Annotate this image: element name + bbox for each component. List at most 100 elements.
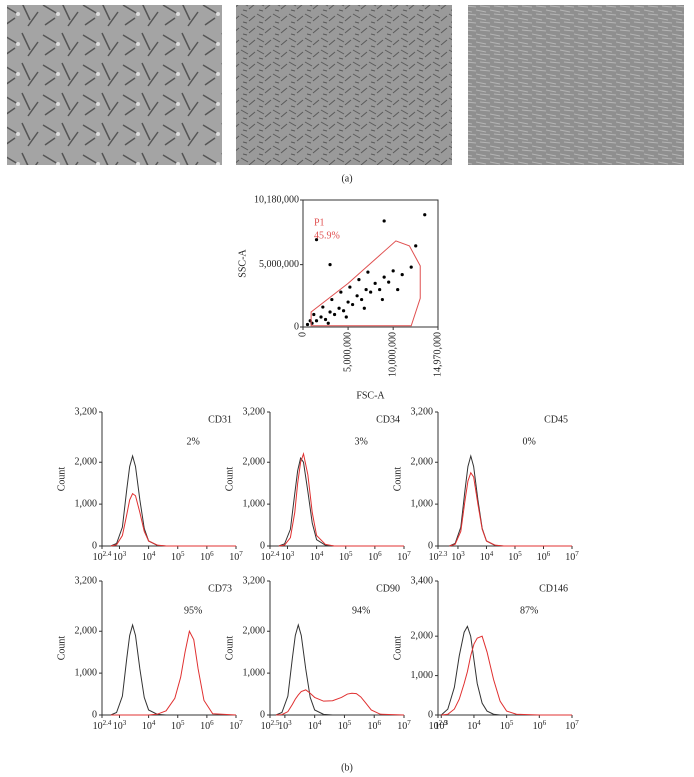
y-tick-label: 1,000	[411, 670, 434, 681]
x-tick-label: 5,000,000	[342, 332, 353, 372]
tick-base: 10	[537, 552, 547, 563]
tick-base: 10	[308, 721, 318, 732]
y-tick-label: 1,000	[243, 498, 266, 509]
tick-base: 10	[171, 721, 181, 732]
x-tick-label: 104	[142, 719, 156, 733]
tick-base: 10	[508, 552, 518, 563]
point	[337, 306, 341, 310]
y-axis-label: Count	[224, 467, 235, 492]
tick-base: 10	[229, 552, 239, 563]
point	[348, 285, 352, 289]
point	[378, 287, 382, 292]
tick-exponent: 7	[575, 719, 579, 727]
y-tick-label: 10,180,000	[254, 194, 299, 205]
point	[387, 280, 391, 284]
x-tick-label: 104	[142, 550, 156, 564]
percent-label: 94%	[352, 605, 370, 616]
y-axis-label: Count	[224, 636, 235, 661]
x-tick-label: 105	[338, 719, 352, 733]
x-tick-label: 102.4	[261, 550, 280, 564]
tick-exponent: 3	[123, 719, 127, 727]
tick-exponent: 4	[320, 550, 324, 558]
tick-base: 10	[467, 721, 477, 732]
tick-base: 10	[429, 721, 439, 732]
point	[346, 300, 350, 304]
tick-exponent: 4	[152, 550, 156, 558]
tick-base: 10	[142, 721, 152, 732]
y-tick-label: 1,000	[75, 667, 98, 678]
x-tick-label: 107	[397, 550, 411, 564]
y-tick-label: 0	[92, 709, 97, 720]
y-tick-label: 2,000	[411, 630, 434, 641]
y-tick-label: 5,000,000	[259, 259, 299, 270]
y-tick-label: 3,200	[411, 406, 434, 417]
tick-base: 10	[367, 721, 377, 732]
percent-label: 87%	[520, 605, 538, 616]
histogram-line	[278, 452, 404, 547]
point	[330, 297, 334, 302]
panel-title: CD31	[208, 414, 232, 425]
tick-exponent: 3	[291, 550, 295, 558]
tick-base: 10	[435, 721, 445, 732]
y-tick-label: 2,000	[243, 626, 266, 637]
tick-base: 10	[278, 721, 288, 732]
histogram-line	[110, 492, 236, 547]
point	[391, 269, 395, 273]
tick-exponent: 6	[210, 719, 214, 727]
point	[366, 270, 370, 274]
percent-label: 0%	[522, 436, 535, 447]
x-tick-label: 102.4	[93, 719, 112, 733]
tick-base: 10	[565, 721, 575, 732]
y-tick-label: 3,400	[411, 575, 434, 586]
histogram-line	[110, 629, 237, 716]
x-tick-label: 104	[467, 719, 481, 733]
x-tick-label: 107	[397, 719, 411, 733]
tick-exponent: 3	[288, 719, 292, 727]
y-tick-label: 3,200	[243, 406, 266, 417]
tick-exponent: 5	[181, 719, 185, 727]
y-tick-label: 0	[92, 540, 97, 551]
tick-base: 10	[397, 552, 407, 563]
x-tick-label: 10,000,000	[387, 332, 398, 377]
point	[323, 317, 328, 322]
histogram-line	[449, 471, 572, 547]
x-tick-label: 14,970,000	[432, 332, 443, 377]
percent-label: 2%	[186, 436, 199, 447]
tick-exponent: 2.4	[103, 719, 112, 727]
x-tick-label: 103	[281, 550, 295, 564]
caption: (a)	[341, 173, 352, 184]
x-tick-label: 106	[200, 719, 214, 733]
tick-base: 10	[229, 721, 239, 732]
y-axis-label: SSC-A	[237, 249, 248, 278]
tick-base: 10	[533, 721, 543, 732]
y-tick-label: 0	[294, 321, 299, 332]
y-axis-label: Count	[392, 467, 403, 492]
tick-base: 10	[261, 552, 271, 563]
x-tick-label: 106	[537, 550, 551, 564]
y-tick-label: 2,000	[75, 457, 98, 468]
x-tick-label: 105	[500, 719, 514, 733]
point	[328, 263, 332, 267]
tick-base: 10	[171, 552, 181, 563]
panel-title: CD45	[544, 414, 568, 425]
point	[423, 213, 427, 217]
x-axis-label: FSC-A	[356, 390, 385, 401]
point	[369, 290, 373, 294]
x-tick-label: 107	[565, 719, 579, 733]
x-tick-label: 107	[229, 719, 243, 733]
tick-base: 10	[200, 552, 210, 563]
y-tick-label: 0	[428, 709, 433, 720]
point	[396, 287, 400, 292]
tick-base: 10	[142, 552, 152, 563]
tick-base: 10	[93, 721, 103, 732]
histogram-line	[278, 456, 404, 547]
point	[326, 321, 330, 325]
point	[339, 290, 343, 294]
point	[400, 273, 404, 277]
panel-title: CD34	[376, 414, 400, 425]
x-tick-label: 103	[278, 719, 292, 733]
tick-exponent: 7	[407, 719, 411, 727]
y-axis-label: Count	[56, 467, 67, 492]
y-tick-label: 3,200	[75, 406, 98, 417]
